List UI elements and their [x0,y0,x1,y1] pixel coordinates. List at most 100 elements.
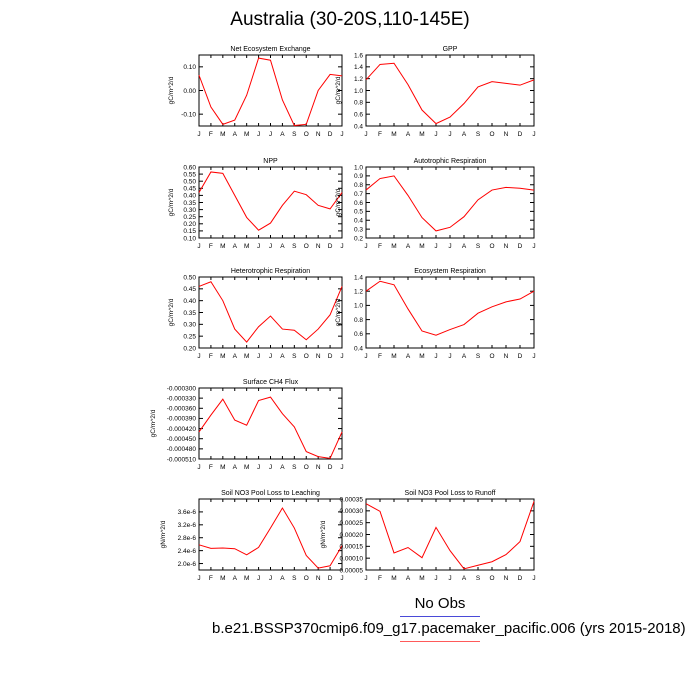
x-tick-label: M [391,575,396,582]
y-tick-label: 2.0e-6 [178,561,197,568]
y-tick-label: 0.50 [183,274,196,281]
x-tick-label: D [518,131,523,138]
y-tick-label: 0.10 [183,235,196,242]
y-tick-label: -0.000420 [167,426,197,433]
y-tick-label: 1.0 [354,88,363,95]
y-axis-label: gC/m^2/d [168,298,175,326]
y-tick-label: 0.00020 [340,532,364,539]
series-line [365,62,535,125]
x-tick-label: J [532,575,535,582]
x-tick-label: A [233,464,238,471]
y-tick-label: -0.000300 [167,385,197,392]
x-tick-label: S [476,575,481,582]
y-tick-label: 0.00 [183,88,196,95]
x-tick-label: D [518,243,523,250]
x-tick-label: A [406,131,411,138]
y-axis-label: gN/m^2/d [160,520,167,548]
x-tick-label: A [233,575,238,582]
plot-frame [365,276,535,349]
x-tick-label: A [462,353,467,360]
x-tick-label: O [304,575,309,582]
x-tick-label: F [378,575,382,582]
y-tick-label: 0.40 [183,298,196,305]
x-tick-label: A [280,353,285,360]
x-tick-label: F [209,243,213,250]
legend-label: No Obs [414,595,466,612]
y-tick-label: 1.0 [354,303,363,310]
y-tick-label: -0.10 [181,111,196,118]
series-line [198,57,343,127]
x-tick-label: F [378,243,382,250]
y-tick-label: 0.4 [354,218,363,225]
y-tick-label: 0.3 [354,226,363,233]
x-tick-label: M [220,353,225,360]
y-tick-label: 2.4e-6 [178,548,197,555]
x-tick-label: A [280,464,285,471]
y-tick-label: 1.2 [354,289,363,296]
y-tick-label: 0.5 [354,209,363,216]
x-tick-label: D [328,464,333,471]
y-axis-label: gC/m^2/d [168,188,175,216]
y-tick-label: 0.55 [183,171,196,178]
plot-frame [198,276,343,349]
y-tick-label: 3.2e-6 [178,522,197,529]
y-tick-label: 0.4 [354,123,363,130]
y-tick-label: 0.00035 [340,496,364,503]
y-tick-label: 0.20 [183,345,196,352]
y-tick-label: 0.00030 [340,508,364,515]
x-tick-label: N [316,243,321,250]
x-tick-label: N [504,131,509,138]
x-tick-label: A [462,575,467,582]
x-tick-label: N [316,575,321,582]
chart-title: Net Ecosystem Exchange [230,46,310,53]
x-tick-label: J [434,575,437,582]
x-tick-label: M [391,131,396,138]
series-line [198,507,343,569]
y-tick-label: 1.4 [354,274,363,281]
x-tick-label: A [406,353,411,360]
x-tick-label: N [504,575,509,582]
x-tick-label: O [489,575,494,582]
series-line [198,396,343,459]
plot-frame [365,54,535,127]
series-line [365,175,535,232]
x-tick-label: D [328,575,333,582]
y-tick-label: -0.000390 [167,416,197,423]
y-tick-label: 0.00025 [340,520,364,527]
x-tick-label: D [328,131,333,138]
chart-title: Ecosystem Respiration [414,268,486,275]
y-tick-label: 0.6 [354,111,363,118]
y-tick-label: 0.9 [354,173,363,180]
x-tick-label: J [434,243,437,250]
y-tick-label: 0.6 [354,331,363,338]
x-tick-label: M [220,464,225,471]
plot-frame [365,498,535,571]
x-tick-label: M [220,131,225,138]
y-tick-label: 0.10 [183,64,196,71]
x-tick-label: O [489,131,494,138]
x-tick-label: A [406,575,411,582]
x-tick-label: J [257,353,260,360]
x-tick-label: J [340,131,343,138]
series-line [365,280,535,336]
x-tick-label: M [244,243,249,250]
x-tick-label: O [489,243,494,250]
y-tick-label: -0.000330 [167,395,197,402]
legend-divider-top [400,616,480,617]
x-tick-label: J [364,575,367,582]
x-tick-label: J [448,243,451,250]
x-tick-label: J [257,464,260,471]
x-tick-label: J [364,243,367,250]
y-axis-label: gN/m^2/d [320,520,327,548]
x-tick-label: J [197,131,200,138]
plot-frame [198,387,343,460]
x-tick-label: J [364,131,367,138]
x-tick-label: M [391,243,396,250]
x-tick-label: S [476,243,481,250]
y-tick-label: 1.6 [354,52,363,59]
x-tick-label: D [328,353,333,360]
x-tick-label: M [244,353,249,360]
x-tick-label: A [233,353,238,360]
